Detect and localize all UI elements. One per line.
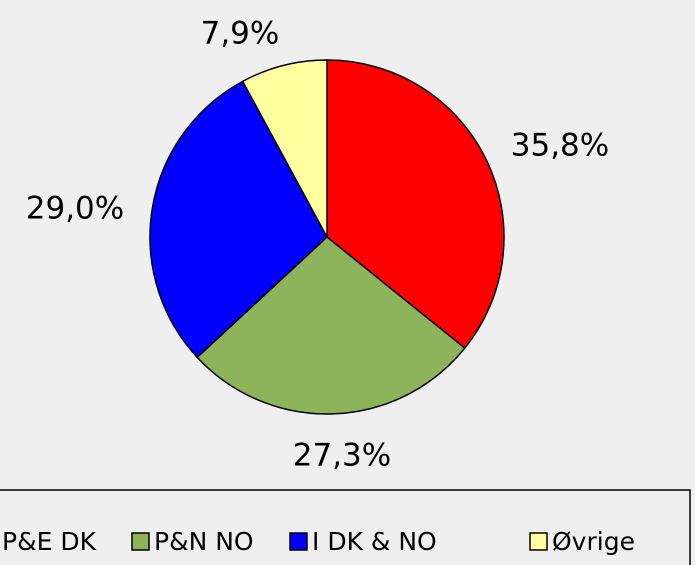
legend-label: I DK & NO: [312, 527, 437, 556]
legend-marker: [289, 532, 308, 551]
pie-slice: [149, 80, 328, 359]
legend-label: P&N NO: [154, 527, 254, 556]
legend-marker: [131, 532, 150, 551]
pie-slice: [241, 59, 328, 238]
data-label: 29,0%: [26, 191, 124, 227]
data-label: 35,8%: [511, 128, 609, 164]
legend-marker: [529, 532, 548, 551]
pie-slice: [326, 59, 505, 350]
pie-slice: [196, 236, 466, 415]
legend-label: Øvrige: [552, 527, 635, 556]
legend-label: P&E DK: [2, 527, 97, 556]
legend-box: [0, 489, 691, 565]
data-label: 27,3%: [293, 438, 391, 474]
data-label: 7,9%: [201, 16, 280, 52]
